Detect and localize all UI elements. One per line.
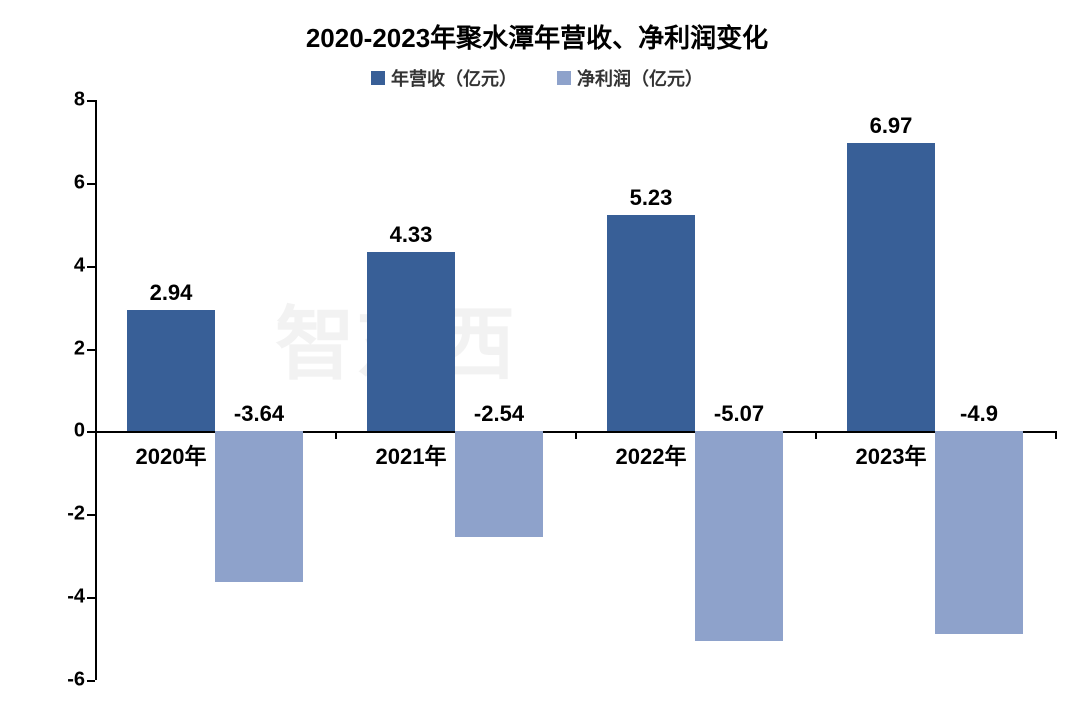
legend-swatch-series1: [371, 71, 385, 85]
chart-title: 2020-2023年聚水潭年营收、净利润变化: [0, 0, 1074, 55]
bar-series2: [215, 431, 303, 582]
bar-series2: [455, 431, 543, 536]
legend-swatch-series2: [557, 71, 571, 85]
x-tick: [335, 431, 337, 439]
y-axis-tick-label: -6: [67, 669, 85, 692]
bar-series2: [695, 431, 783, 641]
y-axis-tick-label: -4: [67, 586, 85, 609]
category-label: 2021年: [376, 439, 447, 471]
y-tick: [87, 349, 95, 351]
bar-series1: [607, 215, 695, 432]
category-label: 2022年: [616, 439, 687, 471]
x-tick: [575, 431, 577, 439]
data-label-series2: -3.64: [234, 401, 284, 427]
y-axis-tick-label: 4: [74, 254, 85, 277]
x-tick: [815, 431, 817, 439]
y-axis-tick-label: 6: [74, 171, 85, 194]
y-axis-tick-label: 2: [74, 337, 85, 360]
y-tick: [87, 597, 95, 599]
legend-item-series1: 年营收（亿元）: [371, 65, 517, 91]
data-label-series1: 2.94: [150, 280, 193, 306]
y-tick: [87, 183, 95, 185]
y-tick: [87, 100, 95, 102]
bar-series2: [935, 431, 1023, 634]
y-axis-tick-label: 0: [74, 420, 85, 443]
bar-series1: [127, 310, 215, 432]
category-label: 2023年: [856, 439, 927, 471]
data-label-series2: -5.07: [714, 401, 764, 427]
y-tick: [87, 266, 95, 268]
legend-label-series1: 年营收（亿元）: [391, 65, 517, 91]
chart-legend: 年营收（亿元） 净利润（亿元）: [0, 65, 1074, 91]
data-label-series2: -2.54: [474, 401, 524, 427]
y-axis-line: [95, 100, 97, 680]
legend-item-series2: 净利润（亿元）: [557, 65, 703, 91]
y-tick: [87, 680, 95, 682]
y-axis-tick-label: 8: [74, 89, 85, 112]
y-axis-tick-label: -2: [67, 503, 85, 526]
data-label-series1: 4.33: [390, 222, 433, 248]
legend-label-series2: 净利润（亿元）: [577, 65, 703, 91]
plot-area: 智东西 -6-4-2024682.94-3.642020年4.33-2.5420…: [95, 100, 1055, 680]
bar-series1: [847, 143, 935, 432]
y-tick: [87, 514, 95, 516]
x-tick: [1055, 431, 1057, 439]
data-label-series2: -4.9: [960, 401, 998, 427]
bar-series1: [367, 252, 455, 431]
y-tick: [87, 431, 95, 433]
category-label: 2020年: [136, 439, 207, 471]
data-label-series1: 6.97: [870, 113, 913, 139]
data-label-series1: 5.23: [630, 185, 673, 211]
